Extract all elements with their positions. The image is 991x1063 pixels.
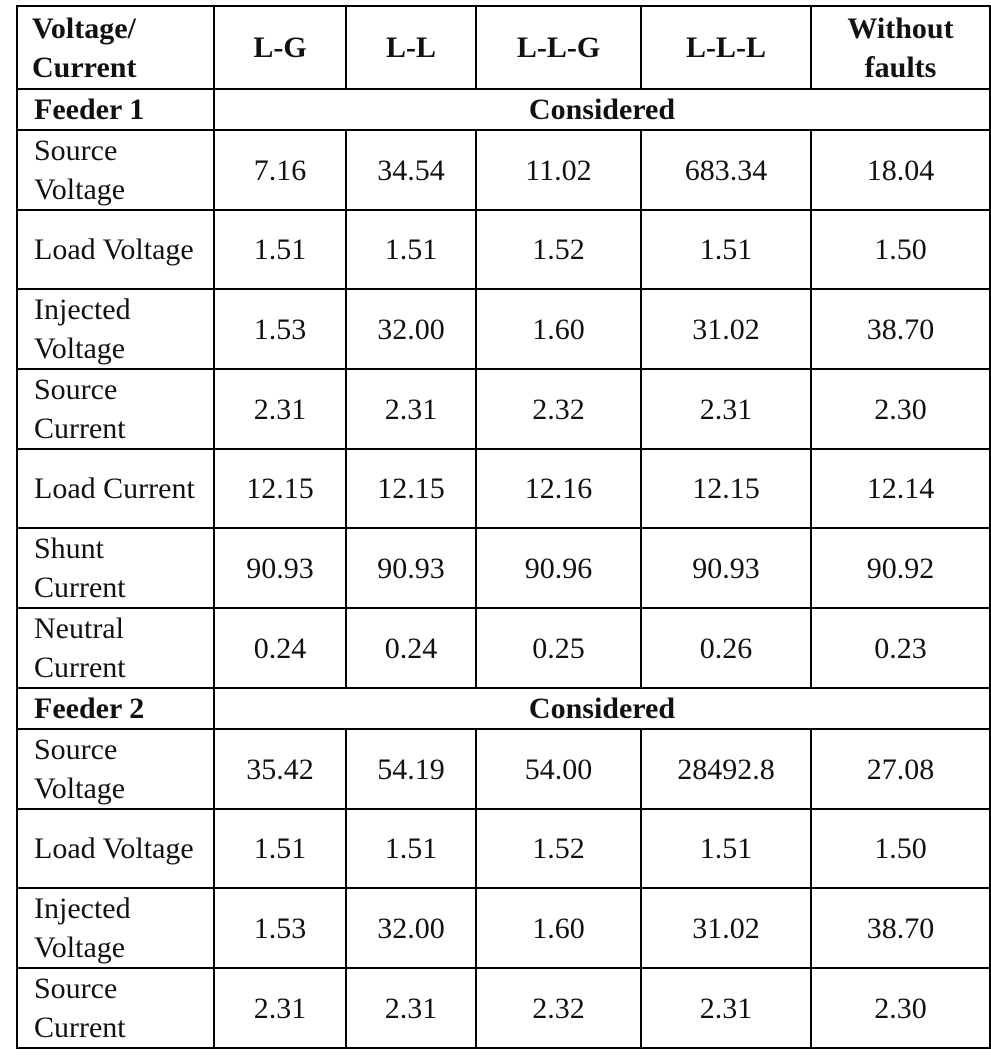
cell-value: 1.52 bbox=[475, 209, 642, 290]
cell-value: 0.24 bbox=[345, 607, 477, 689]
cell-value: 54.00 bbox=[475, 728, 642, 810]
cell-value: 1.51 bbox=[345, 209, 477, 290]
data-row: Injected Voltage 1.53 32.00 1.60 31.02 38.70 bbox=[16, 887, 991, 969]
cell-value: 2.30 bbox=[810, 368, 991, 450]
data-row: Injected Voltage 1.53 32.00 1.60 31.02 38.70 bbox=[16, 288, 991, 370]
cell-value: 683.34 bbox=[640, 129, 812, 211]
data-row: Load Current 12.15 12.15 12.16 12.15 12.14 bbox=[16, 448, 991, 529]
row-label: Shunt Current bbox=[16, 527, 215, 609]
row-label: Source Current bbox=[16, 368, 215, 450]
cell-value: 2.32 bbox=[475, 967, 642, 1049]
data-row: Shunt Current 90.93 90.93 90.96 90.93 90.92 bbox=[16, 527, 991, 609]
cell-value: 32.00 bbox=[345, 887, 477, 969]
row-label: Source Current bbox=[16, 967, 215, 1049]
row-label: Injected Voltage bbox=[16, 887, 215, 969]
cell-value: 2.31 bbox=[345, 368, 477, 450]
data-row: Load Voltage 1.51 1.51 1.52 1.51 1.50 bbox=[16, 808, 991, 889]
cell-value: 2.31 bbox=[640, 368, 812, 450]
cell-value: 2.31 bbox=[345, 967, 477, 1049]
column-header: Voltage/ Current bbox=[16, 5, 215, 90]
section-row: Feeder 1 Considered bbox=[16, 88, 991, 131]
cell-value: 1.50 bbox=[810, 209, 991, 290]
column-header: L-L-G bbox=[475, 5, 642, 90]
cell-value: 0.26 bbox=[640, 607, 812, 689]
cell-value: 12.14 bbox=[810, 448, 991, 529]
row-label: Load Current bbox=[16, 448, 215, 529]
row-label: Source Voltage bbox=[16, 728, 215, 810]
cell-value: 1.51 bbox=[213, 808, 347, 889]
row-label: Load Voltage bbox=[16, 808, 215, 889]
cell-value: 35.42 bbox=[213, 728, 347, 810]
cell-value: 7.16 bbox=[213, 129, 347, 211]
column-header: Without faults bbox=[810, 5, 991, 90]
cell-value: 1.51 bbox=[640, 808, 812, 889]
row-label: Load Voltage bbox=[16, 209, 215, 290]
column-header: L-L-L bbox=[640, 5, 812, 90]
cell-value: 2.31 bbox=[213, 368, 347, 450]
cell-value: 31.02 bbox=[640, 887, 812, 969]
cell-value: 1.51 bbox=[640, 209, 812, 290]
header-row: Voltage/ Current L-G L-L L-L-G L-L-L Without … bbox=[16, 5, 991, 90]
cell-value: 2.31 bbox=[640, 967, 812, 1049]
cell-value: 0.23 bbox=[810, 607, 991, 689]
cell-value: 1.51 bbox=[345, 808, 477, 889]
row-label: Injected Voltage bbox=[16, 288, 215, 370]
data-row: Source Current 2.31 2.31 2.32 2.31 2.30 bbox=[16, 368, 991, 450]
cell-value: 28492.8 bbox=[640, 728, 812, 810]
cell-value: 32.00 bbox=[345, 288, 477, 370]
cell-value: 1.53 bbox=[213, 288, 347, 370]
data-row: Source Voltage 35.42 54.19 54.00 28492.8 27.0… bbox=[16, 728, 991, 810]
section-label: Feeder 2 bbox=[16, 687, 215, 730]
cell-value: 34.54 bbox=[345, 129, 477, 211]
cell-value: 1.52 bbox=[475, 808, 642, 889]
cell-value: 11.02 bbox=[475, 129, 642, 211]
cell-value: 2.31 bbox=[213, 967, 347, 1049]
cell-value: 31.02 bbox=[640, 288, 812, 370]
cell-value: 12.15 bbox=[213, 448, 347, 529]
cell-value: 38.70 bbox=[810, 887, 991, 969]
cell-value: 90.96 bbox=[475, 527, 642, 609]
data-row: Source Voltage 7.16 34.54 11.02 683.34 18.04 bbox=[16, 129, 991, 211]
cell-value: 90.92 bbox=[810, 527, 991, 609]
cell-value: 0.24 bbox=[213, 607, 347, 689]
row-label: Source Voltage bbox=[16, 129, 215, 211]
cell-value: 27.08 bbox=[810, 728, 991, 810]
section-note: Considered bbox=[213, 687, 991, 730]
section-row: Feeder 2 Considered bbox=[16, 687, 991, 730]
data-row: Neutral Current 0.24 0.24 0.25 0.26 0.23 bbox=[16, 607, 991, 689]
data-row: Source Current 2.31 2.31 2.32 2.31 2.30 bbox=[16, 967, 991, 1049]
cell-value: 2.30 bbox=[810, 967, 991, 1049]
cell-value: 12.15 bbox=[345, 448, 477, 529]
section-label: Feeder 1 bbox=[16, 88, 215, 131]
cell-value: 12.15 bbox=[640, 448, 812, 529]
table-body: Voltage/ Current L-G L-L L-L-G L-L-L Without … bbox=[16, 5, 991, 1049]
cell-value: 12.16 bbox=[475, 448, 642, 529]
cell-value: 90.93 bbox=[213, 527, 347, 609]
cell-value: 1.50 bbox=[810, 808, 991, 889]
cell-value: 38.70 bbox=[810, 288, 991, 370]
section-note: Considered bbox=[213, 88, 991, 131]
cell-value: 90.93 bbox=[640, 527, 812, 609]
cell-value: 18.04 bbox=[810, 129, 991, 211]
cell-value: 1.60 bbox=[475, 288, 642, 370]
results-table: Voltage/ Current L-G L-L L-L-G L-L-L Without … bbox=[16, 5, 991, 1049]
cell-value: 54.19 bbox=[345, 728, 477, 810]
cell-value: 1.51 bbox=[213, 209, 347, 290]
cell-value: 90.93 bbox=[345, 527, 477, 609]
column-header: L-G bbox=[213, 5, 347, 90]
cell-value: 1.60 bbox=[475, 887, 642, 969]
column-header: L-L bbox=[345, 5, 477, 90]
row-label: Neutral Current bbox=[16, 607, 215, 689]
data-row: Load Voltage 1.51 1.51 1.52 1.51 1.50 bbox=[16, 209, 991, 290]
cell-value: 2.32 bbox=[475, 368, 642, 450]
cell-value: 1.53 bbox=[213, 887, 347, 969]
cell-value: 0.25 bbox=[475, 607, 642, 689]
